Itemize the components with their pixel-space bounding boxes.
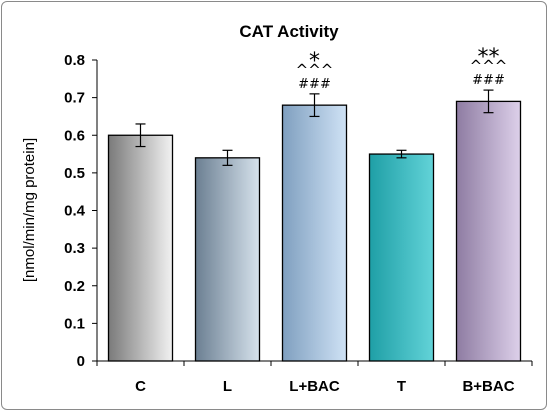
significance-marker: ### xyxy=(472,73,505,88)
y-tick-label: 0.2 xyxy=(64,278,85,295)
significance-marker: ** xyxy=(478,45,500,70)
y-tick-label: 0.1 xyxy=(64,315,85,332)
significance-marker: * xyxy=(309,49,320,74)
bar-c xyxy=(107,134,174,362)
bar-l-bac xyxy=(281,104,348,362)
y-tick-label: 0.4 xyxy=(64,203,86,220)
chart-title: CAT Activity xyxy=(239,22,339,41)
significance-marker: ^^^ xyxy=(470,57,508,75)
y-axis-label: [nmol/min/mg protein] xyxy=(21,138,38,282)
bar-l xyxy=(194,157,261,362)
x-tick-label: C xyxy=(135,378,146,395)
y-tick-label: 0.6 xyxy=(64,127,85,144)
bar-b-bac xyxy=(455,100,522,362)
x-tick-label: B+BAC xyxy=(462,378,514,395)
y-tick-label: 0.7 xyxy=(64,90,85,107)
y-tick-label: 0.8 xyxy=(64,52,85,69)
x-tick-label: T xyxy=(397,378,406,395)
y-tick-label: 0.5 xyxy=(64,165,85,182)
significance-marker: ^^^ xyxy=(296,61,334,79)
y-tick-label: 0.3 xyxy=(64,240,85,257)
y-tick-label: 0 xyxy=(77,353,85,370)
x-tick-label: L+BAC xyxy=(289,378,340,395)
significance-marker: ### xyxy=(298,77,331,92)
x-tick-label: L xyxy=(223,378,232,395)
bar-t xyxy=(368,153,435,362)
